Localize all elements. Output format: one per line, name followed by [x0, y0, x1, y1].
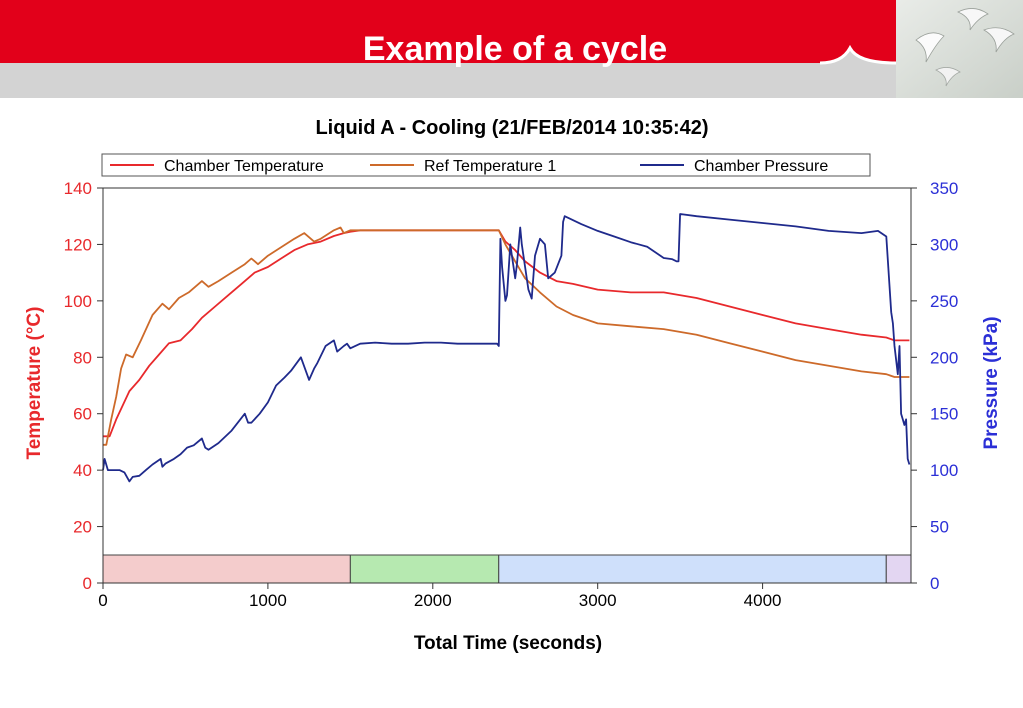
y2-tick-label: 150: [930, 405, 958, 424]
y2-tick-label: 100: [930, 461, 958, 480]
chart-title: Liquid A - Cooling (21/FEB/2014 10:35:42…: [315, 117, 708, 139]
slide-header: Example of a cycle: [0, 0, 1023, 98]
y2-tick-label: 300: [930, 235, 958, 254]
header-gray-band: [0, 63, 896, 98]
header-red-band: [0, 0, 896, 63]
y2-tick-label: 200: [930, 348, 958, 367]
birds-image: [896, 0, 1023, 98]
y2-tick-label: 250: [930, 292, 958, 311]
phase-band-2: [349, 554, 500, 584]
x-tick-label: 4000: [744, 591, 782, 610]
y2-tick-label: 350: [930, 179, 958, 198]
y-tick-label: 20: [73, 518, 92, 537]
x-tick-label: 2000: [414, 591, 452, 610]
legend-label-1: Chamber Temperature: [164, 158, 324, 175]
chart-legend: Chamber Temperature Ref Temperature 1 Cham…: [101, 153, 871, 177]
y2-tick-label: 50: [930, 518, 949, 537]
plot-frame: [102, 187, 912, 584]
phase-band-1: [102, 554, 351, 584]
phase-band-4: [885, 554, 912, 584]
y2-tick-label: 0: [930, 574, 939, 593]
series-line-chamber-pressure: [102, 213, 911, 483]
slide-title: Example of a cycle: [362, 30, 668, 68]
phase-bands: [102, 554, 912, 584]
y-axis-label: Temperature (°C): [24, 307, 45, 460]
y-tick-label: 40: [73, 461, 92, 480]
y-tick-label: 140: [64, 179, 92, 198]
series-lines: [102, 213, 911, 483]
y-tick-label: 0: [83, 574, 92, 593]
y-tick-label: 100: [64, 292, 92, 311]
header-curl-decoration: [820, 44, 896, 70]
phase-band-3: [498, 554, 887, 584]
y-tick-label: 120: [64, 235, 92, 254]
legend-box: [101, 153, 871, 177]
y2-axis-label: Pressure (kPa): [981, 316, 1002, 449]
x-tick-label: 1000: [249, 591, 287, 610]
x-axis-label: Total Time (seconds): [414, 633, 602, 654]
cycle-chart: Liquid A - Cooling (21/FEB/2014 10:35:42…: [24, 117, 1002, 654]
legend-label-2: Ref Temperature 1: [424, 158, 556, 175]
series-line-chamber-temperature: [103, 229, 910, 438]
x-tick-label: 3000: [579, 591, 617, 610]
x-axis: 0 1000 2000 3000 4000: [98, 583, 782, 610]
y-tick-label: 60: [73, 405, 92, 424]
y-axis-temperature: 0 20 40 60 80 100 120 140: [64, 179, 103, 593]
x-tick-label: 0: [98, 591, 107, 610]
y-tick-label: 80: [73, 348, 92, 367]
series-line-ref-temperature-1: [103, 226, 910, 446]
y-axis-pressure: 0 50 100 150 200 250 300 350: [911, 179, 958, 593]
legend-label-3: Chamber Pressure: [694, 158, 828, 175]
